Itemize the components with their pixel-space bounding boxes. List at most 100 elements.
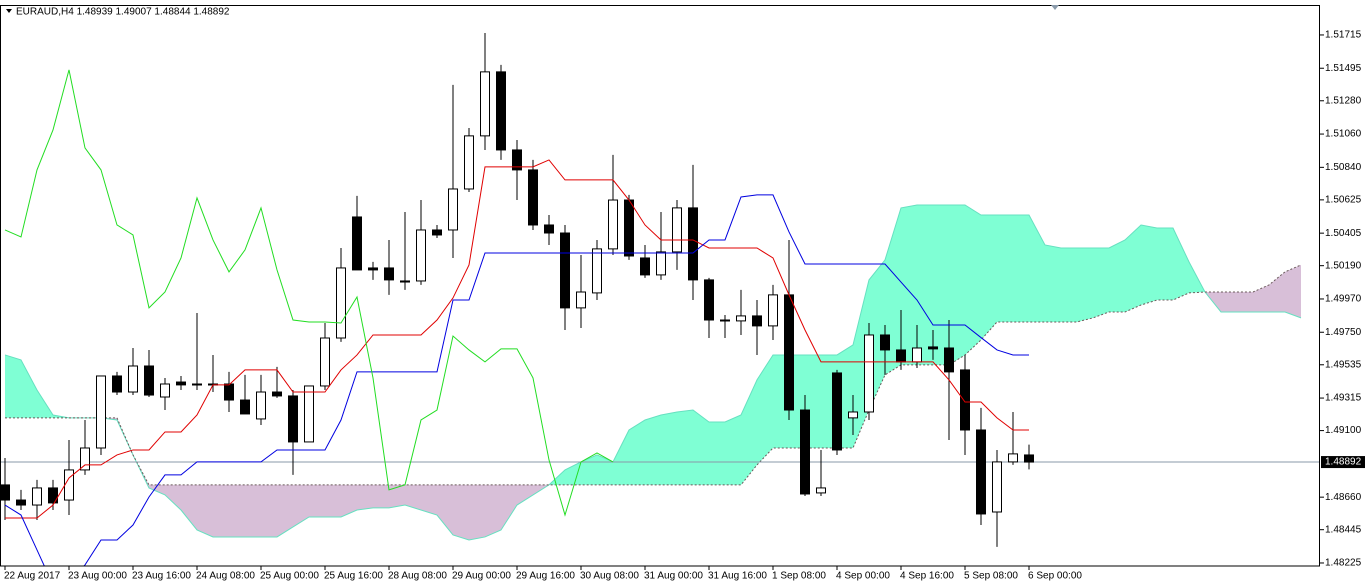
candle-body (528, 169, 538, 226)
cloud-segment (1061, 247, 1077, 322)
cloud-segment (229, 484, 245, 537)
cloud-segment (933, 205, 949, 365)
candle-body (496, 71, 506, 151)
cloud-segment (1157, 228, 1173, 301)
candle-body (240, 399, 250, 415)
candle-body (256, 391, 266, 420)
cloud-segment (1125, 224, 1141, 312)
cloud-segment (373, 484, 389, 508)
cloud-segment (245, 484, 261, 537)
cloud-segment (517, 484, 533, 506)
shift-marker (1051, 5, 1059, 10)
candle-body (224, 383, 234, 401)
candle-body (672, 207, 682, 253)
senkou-span-a (4, 204, 1302, 541)
x-tick-label: 23 Aug 00:00 (68, 571, 127, 582)
candle-body (176, 381, 186, 386)
candle-body (432, 229, 442, 236)
cloud-segment (1253, 284, 1269, 312)
candle-body (192, 383, 202, 386)
candle-body (128, 365, 138, 393)
candle-body (816, 487, 826, 494)
candle-body (480, 71, 490, 137)
y-tick-label: 1.51280 (1325, 95, 1362, 106)
candle-body (832, 372, 842, 451)
y-tick-label: 1.50625 (1325, 195, 1362, 206)
candle-body (1008, 453, 1018, 463)
candle-body (80, 447, 90, 471)
cloud-segment (501, 484, 517, 530)
cloud-segment (149, 484, 165, 495)
y-tick-label: 1.50190 (1325, 260, 1362, 271)
cloud-segment (677, 410, 693, 485)
cloud-segment (693, 410, 709, 485)
candle-body (768, 294, 778, 327)
cloud-segment (1029, 214, 1045, 322)
candle-body (16, 499, 26, 506)
cloud-segment (21, 359, 37, 418)
x-tick-label: 5 Sep 08:00 (964, 571, 1018, 582)
candle-body (0, 484, 10, 501)
cloud-segment (1045, 244, 1061, 322)
x-tick-label: 6 Sep 00:00 (1028, 571, 1082, 582)
candle-body (704, 279, 714, 321)
cloud-segment (1077, 247, 1093, 322)
cloud-segment (357, 484, 373, 511)
cloud-segment (165, 484, 181, 511)
menu-triangle[interactable] (6, 9, 12, 13)
candle-body (160, 383, 170, 398)
candle-body (416, 229, 426, 282)
cloud-segment (213, 484, 229, 537)
y-tick-label: 1.51495 (1325, 63, 1362, 74)
plot-frame (0, 5, 1320, 567)
cloud-segment (453, 484, 469, 540)
cloud-segment (261, 484, 277, 537)
x-tick-label: 24 Aug 08:00 (196, 571, 255, 582)
indicator-line (4, 194, 1029, 566)
cloud-segment (437, 484, 453, 535)
candle-body (608, 199, 618, 250)
cloud-segment (1269, 271, 1285, 312)
candle-body (752, 315, 762, 327)
cloud-segment (277, 484, 293, 537)
candle-body (64, 469, 74, 501)
x-tick-label: 4 Sep 00:00 (836, 571, 890, 582)
cloud-segment (629, 420, 645, 485)
cloud-segment (1109, 239, 1125, 312)
price-label: 1.48892 (1325, 457, 1362, 468)
cloud-segment (997, 214, 1013, 322)
candle-body (32, 487, 42, 506)
candle-body (848, 411, 858, 419)
x-tick-label: 4 Sep 16:00 (900, 571, 954, 582)
y-tick-label: 1.48445 (1325, 524, 1362, 535)
candle-body (720, 319, 730, 322)
cloud-segment (1013, 214, 1029, 322)
cloud-segment (1237, 292, 1253, 312)
x-tick-label: 31 Aug 16:00 (708, 571, 767, 582)
candle-body (976, 429, 986, 515)
x-tick-label: 23 Aug 16:00 (132, 571, 191, 582)
y-tick-label: 1.49750 (1325, 327, 1362, 338)
candle-body (368, 267, 378, 271)
candle-body (96, 375, 106, 449)
y-tick-label: 1.51060 (1325, 129, 1362, 140)
candle-body (560, 232, 570, 309)
candle-body (912, 347, 922, 363)
price-label-box (1321, 456, 1365, 469)
candle-body (880, 334, 890, 351)
cloud-segment (405, 484, 421, 511)
candle-body (800, 409, 810, 495)
cloud-segment (1173, 228, 1189, 301)
candle-body (304, 385, 314, 443)
candle-body (352, 216, 362, 271)
candle-body (592, 248, 602, 294)
cloud-segment (293, 484, 309, 527)
x-tick-label: 25 Aug 00:00 (260, 571, 319, 582)
x-tick-label: 31 Aug 00:00 (644, 571, 703, 582)
cloud-segment (325, 484, 341, 517)
candle-body (928, 346, 938, 350)
candle-body (400, 280, 410, 283)
cloud-segment (757, 354, 773, 465)
cloud-segment (1141, 224, 1157, 306)
